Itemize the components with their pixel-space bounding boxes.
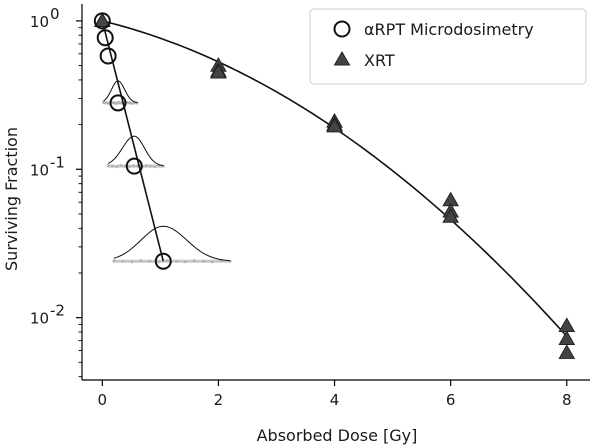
y-tick-label-exponent: -1 bbox=[50, 153, 65, 171]
dose-sample-dot bbox=[157, 260, 160, 264]
dose-sample-dot bbox=[130, 102, 134, 106]
dose-sample-dot bbox=[201, 259, 205, 263]
xrt-point bbox=[210, 63, 227, 79]
alpha-rpt-point bbox=[96, 29, 114, 47]
legend-label-alpha-rpt: αRPT Microdosimetry bbox=[364, 20, 534, 39]
dose-sample-dot bbox=[102, 100, 105, 104]
x-tick-label: 0 bbox=[98, 391, 108, 409]
xrt-point bbox=[442, 208, 460, 223]
legend-frame bbox=[309, 8, 587, 85]
dose-sample-dot bbox=[107, 102, 111, 106]
dose-distributions bbox=[101, 80, 232, 264]
dose-sample-dot bbox=[139, 259, 143, 262]
dose-sample-dot bbox=[106, 163, 110, 167]
x-tick-label: 6 bbox=[446, 391, 456, 409]
dose-sample-dot bbox=[115, 165, 119, 169]
x-tick-label: 4 bbox=[330, 391, 340, 409]
dose-sample-dot bbox=[148, 259, 152, 263]
dose-sample-dot bbox=[112, 259, 116, 262]
dose-sample-dot bbox=[117, 100, 121, 104]
legend-label-xrt: XRT bbox=[364, 51, 395, 70]
legend-marker-alpha-rpt bbox=[333, 20, 351, 38]
dose-sample-dot bbox=[119, 163, 123, 167]
dose-sample-dot bbox=[115, 102, 118, 106]
dose-sample-dot bbox=[183, 260, 187, 264]
alpha-rpt-fit-line bbox=[101, 20, 165, 262]
dose-sample-dot bbox=[210, 260, 214, 264]
x-axis-label: Absorbed Dose [Gy] bbox=[257, 426, 418, 445]
legend: αRPT Microdosimetry XRT bbox=[309, 8, 587, 85]
dose-sample-dot bbox=[110, 164, 114, 168]
dose-sample-dot bbox=[192, 259, 196, 262]
xrt-point bbox=[326, 117, 343, 133]
dose-sample-dot bbox=[153, 165, 157, 169]
y-tick-label: 10 bbox=[30, 310, 49, 328]
dose-sample-dot bbox=[121, 259, 125, 263]
alpha-rpt-point bbox=[154, 252, 172, 270]
x-tick-label: 2 bbox=[214, 391, 224, 409]
y-tick-label-exponent: 0 bbox=[50, 5, 60, 23]
legend-marker-xrt bbox=[333, 50, 351, 66]
dose-distribution-curve bbox=[103, 80, 138, 104]
x-tick-label: 8 bbox=[562, 391, 572, 409]
y-tick-label: 10 bbox=[30, 161, 49, 179]
y-axis-label: Surviving Fraction bbox=[2, 127, 21, 271]
alpha-rpt-point bbox=[99, 47, 117, 65]
dose-sample-dot bbox=[112, 101, 116, 105]
dose-sample-dot bbox=[166, 259, 169, 262]
dose-sample-dot bbox=[104, 101, 108, 105]
y-tick-label-exponent: -2 bbox=[50, 302, 65, 320]
dose-sample-dot bbox=[144, 163, 148, 167]
dose-sample-dot bbox=[127, 165, 131, 169]
xrt-point bbox=[558, 344, 576, 359]
alpha-rpt-point bbox=[109, 94, 127, 112]
y-tick-label: 10 bbox=[30, 13, 49, 31]
dose-distribution-curve bbox=[107, 135, 164, 167]
alpha-rpt-point bbox=[93, 12, 111, 30]
xrt-point bbox=[93, 12, 111, 28]
dose-sample-dot bbox=[149, 164, 152, 168]
xrt-point bbox=[558, 330, 576, 345]
dose-sample-dot bbox=[130, 260, 134, 264]
alpha-rpt-point bbox=[125, 157, 143, 175]
dose-distribution-curve bbox=[113, 225, 231, 262]
xrt-point bbox=[558, 317, 576, 333]
data-points bbox=[93, 12, 576, 359]
dose-sample-dot bbox=[175, 259, 178, 263]
dose-sample-dot bbox=[127, 101, 131, 105]
dose-sample-dot bbox=[132, 163, 135, 167]
